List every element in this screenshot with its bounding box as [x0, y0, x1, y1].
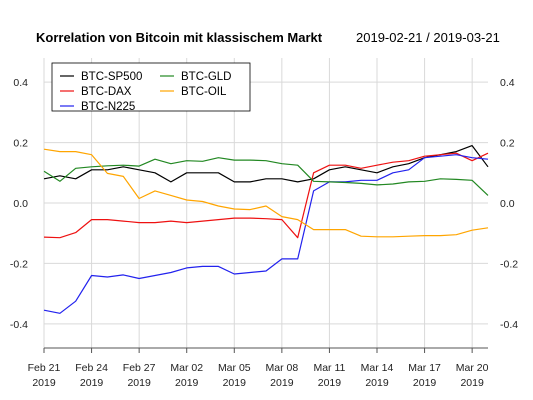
legend-label: BTC-N225 — [81, 101, 135, 113]
legend-label: BTC-GLD — [181, 71, 231, 83]
legend-label: BTC-OIL — [181, 86, 227, 98]
y-tick-label-left: -0.4 — [10, 319, 28, 331]
legend: BTC-SP500 BTC-DAX BTC-N225 BTC-GLD BTC-OIL — [51, 62, 251, 113]
series-line-btc-dax — [43, 152, 489, 239]
x-tick-year: 2019 — [318, 377, 342, 389]
x-tick-label: Mar 02 — [170, 362, 203, 374]
y-tick-label-right: -0.2 — [500, 258, 518, 270]
legend-box — [51, 62, 251, 112]
x-axis: Feb 21 2019 Feb 24 2019 Feb 27 2019 Mar 02 2019… — [28, 347, 489, 389]
grid-lines — [43, 58, 488, 348]
y-tick-label-left: -0.2 — [10, 258, 28, 270]
x-tick-year: 2019 — [460, 377, 484, 389]
x-tick-year: 2019 — [270, 377, 294, 389]
y-tick-label-right: 0.2 — [500, 138, 515, 150]
x-tick-year: 2019 — [80, 377, 104, 389]
x-tick-label: Feb 27 — [123, 362, 156, 374]
x-tick-label: Mar 08 — [266, 362, 299, 374]
y-axis-left: -0.4 -0.2 0.0 0.2 0.4 — [10, 77, 28, 331]
x-tick-year: 2019 — [175, 377, 199, 389]
x-tick-label: Feb 21 — [28, 362, 61, 374]
x-tick-year: 2019 — [32, 377, 56, 389]
x-tick-label: Feb 24 — [75, 362, 108, 374]
y-tick-label-right: 0.4 — [500, 77, 515, 89]
x-tick-label: Mar 20 — [456, 362, 489, 374]
series-line-btc-gld — [43, 157, 489, 196]
series-line-btc-n225 — [43, 154, 489, 314]
x-tick-year: 2019 — [127, 377, 151, 389]
y-tick-label-right: -0.4 — [500, 319, 518, 331]
legend-label: BTC-DAX — [81, 86, 132, 98]
x-tick-label: Mar 14 — [361, 362, 394, 374]
series-line-btc-sp500 — [43, 145, 489, 183]
x-tick-label: Mar 05 — [218, 362, 251, 374]
y-tick-label-left: 0.0 — [13, 198, 28, 210]
x-tick-label: Mar 11 — [313, 362, 345, 374]
date-range: 2019-02-21 / 2019-03-21 — [356, 30, 500, 45]
y-axis-right: -0.4 -0.2 0.0 0.2 0.4 — [500, 77, 518, 331]
y-tick-label-right: 0.0 — [500, 198, 515, 210]
x-tick-year: 2019 — [223, 377, 247, 389]
chart-title: Korrelation von Bitcoin mit klassischem … — [36, 30, 323, 45]
y-tick-label-left: 0.4 — [13, 77, 28, 89]
x-tick-year: 2019 — [365, 377, 389, 389]
series-line-btc-oil — [43, 148, 489, 238]
series-lines — [43, 145, 489, 314]
y-tick-label-left: 0.2 — [13, 138, 28, 150]
x-tick-label: Mar 17 — [408, 362, 441, 374]
legend-label: BTC-SP500 — [81, 71, 142, 83]
x-tick-year: 2019 — [413, 377, 437, 389]
